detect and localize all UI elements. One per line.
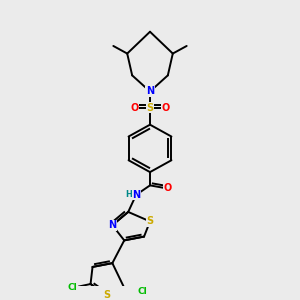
Text: Cl: Cl bbox=[137, 287, 147, 296]
Text: N: N bbox=[146, 86, 154, 97]
Text: S: S bbox=[146, 216, 154, 226]
Text: S: S bbox=[146, 103, 154, 112]
Text: O: O bbox=[130, 103, 138, 112]
Text: S: S bbox=[103, 290, 110, 300]
Text: N: N bbox=[132, 190, 140, 200]
Text: O: O bbox=[164, 183, 172, 193]
Text: N: N bbox=[108, 220, 116, 230]
Text: O: O bbox=[162, 103, 170, 112]
Text: Cl: Cl bbox=[68, 283, 78, 292]
Text: H: H bbox=[125, 190, 132, 200]
